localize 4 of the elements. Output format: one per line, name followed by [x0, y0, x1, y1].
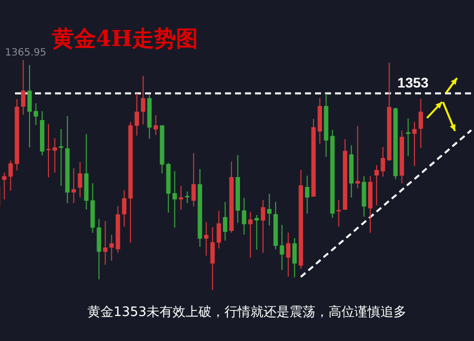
text: 1365.95 — [5, 48, 46, 59]
text: 黄金1353未有效上破，行情就还是震荡，高位谨慎追多 — [87, 304, 407, 320]
annotation: 1353 — [397, 74, 429, 90]
chart-title: 黄金4H走势图 — [51, 26, 198, 52]
